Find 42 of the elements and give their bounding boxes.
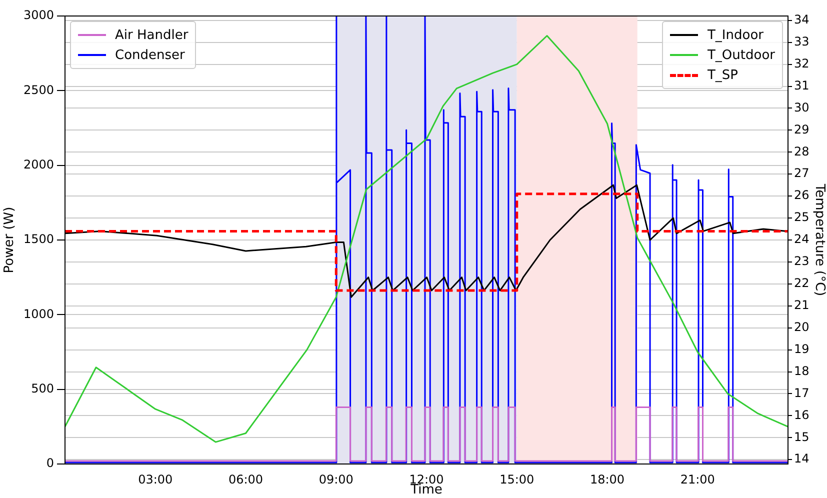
y-tick-label: 1000: [23, 306, 54, 321]
y-tick-label: 2000: [23, 157, 54, 172]
x-tick-label: 09:00: [318, 472, 354, 486]
y2-tick-label: 21: [794, 298, 810, 312]
y2-tick-label: 18: [794, 364, 810, 378]
y2-tick-label: 19: [794, 342, 810, 356]
y2-tick-label: 15: [794, 430, 810, 444]
y2-axis-title: Temperature (°C): [812, 182, 827, 296]
legend-label: T_Outdoor: [707, 48, 775, 62]
y2-tick-label: 25: [794, 210, 810, 224]
y2-tick-label: 33: [794, 34, 810, 48]
x-tick-label: 06:00: [228, 472, 264, 486]
legend-label: T_Indoor: [707, 28, 764, 42]
y2-tick-label: 22: [794, 276, 810, 290]
y2-tick-label: 26: [794, 188, 810, 202]
y2-tick-label: 28: [794, 144, 810, 158]
y2-tick-label: 17: [794, 386, 810, 400]
x-tick-label: 18:00: [590, 472, 625, 486]
legend-label: T_SP: [707, 68, 738, 82]
y2-tick-label: 29: [794, 122, 810, 136]
legend-label: Air Handler: [115, 28, 188, 42]
y2-tick-label: 16: [794, 408, 810, 422]
y2-tick-label: 14: [794, 452, 810, 466]
y-tick-label: 500: [31, 381, 54, 396]
y2-tick-label: 23: [794, 254, 810, 268]
y2-tick-label: 34: [794, 12, 810, 27]
y2-tick-label: 31: [794, 78, 810, 92]
x-tick-label: 03:00: [138, 472, 173, 486]
y-tick-label: 1500: [23, 232, 54, 246]
x-tick-label: 21:00: [680, 472, 715, 486]
legend-label: Condenser: [115, 48, 185, 62]
y2-tick-label: 24: [794, 232, 810, 246]
y-tick-label: 2500: [23, 82, 54, 97]
y2-tick-label: 27: [794, 166, 810, 180]
y-axis-title: Power (W): [2, 206, 18, 274]
x-axis-title: Time: [410, 482, 442, 498]
x-tick-label: 15:00: [500, 472, 534, 486]
y-tick-label: 3000: [23, 8, 54, 22]
y-tick-label: 0: [46, 456, 54, 470]
y2-tick-label: 32: [794, 56, 810, 70]
y2-tick-label: 30: [794, 100, 810, 114]
y2-tick-label: 20: [794, 320, 810, 334]
